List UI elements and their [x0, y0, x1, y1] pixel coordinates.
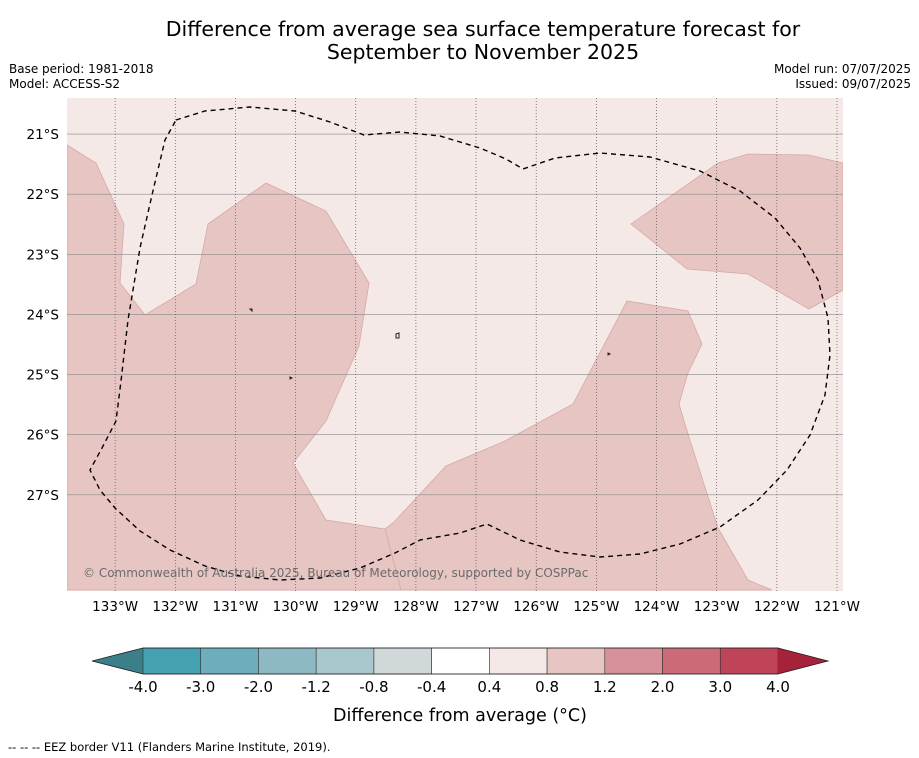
warm-anomaly-region-south: [384, 300, 773, 591]
longitude-label: 127°W: [453, 599, 499, 615]
colorbar-tick-label: 1.2: [593, 678, 617, 696]
longitude-label: 133°W: [92, 599, 138, 615]
colorbar-segment: [546, 647, 606, 675]
meta-right: Model run: 07/07/2025 Issued: 09/07/2025: [774, 62, 911, 92]
colorbar-segments: [142, 647, 779, 675]
longitude-label: 129°W: [333, 599, 379, 615]
colorbar-segment: [662, 647, 721, 675]
colorbar-segment: [200, 647, 259, 675]
colorbar-segment: [719, 647, 779, 675]
colorbar-tick-label: 3.0: [708, 678, 732, 696]
colorbar-underflow: [92, 648, 143, 674]
colorbar-tick-label: -2.0: [244, 678, 273, 696]
colorbar-tick-labels: -4.0 -3.0 -2.0 -1.2 -0.8 -0.4 0.4 0.8 1.2 2.0 3.0 4…: [128, 678, 790, 696]
longitude-label: 124°W: [634, 599, 680, 615]
anomaly-regions: [67, 144, 843, 591]
longitude-label: 121°W: [814, 599, 860, 615]
eez-border: [89, 106, 831, 581]
colorbar-tick-label: 0.8: [535, 678, 559, 696]
colorbar-tick-label: -4.0: [128, 678, 157, 696]
latitude-label: 24°S: [27, 307, 60, 323]
model-run: Model run: 07/07/2025: [773, 62, 911, 76]
longitude-label: 125°W: [573, 599, 619, 615]
colorbar-segment: [431, 647, 490, 675]
chart-title: Difference from average sea surface temp…: [165, 17, 801, 64]
longitude-label: 122°W: [754, 599, 800, 615]
colorbar-outline: [91, 647, 830, 675]
island-outline: [607, 352, 612, 356]
eez-legend-note: -- -- -- EEZ border V11 (Flanders Marine…: [8, 740, 331, 754]
longitude-label: 131°W: [212, 599, 258, 615]
colorbar-tick-label: -0.4: [417, 678, 446, 696]
longitude-labels: 133°W 132°W 131°W 130°W 129°W 128°W 127°W 126°W…: [92, 599, 860, 615]
colorbar-title: Difference from average (°C): [333, 706, 587, 726]
longitude-label: 126°W: [513, 599, 559, 615]
warm-anomaly-region-northeast: [630, 153, 843, 310]
longitude-label: 130°W: [273, 599, 319, 615]
colorbar-tick-label: -0.8: [359, 678, 388, 696]
colorbar-overflow: [778, 648, 828, 674]
latitude-labels: 21°S 22°S 23°S 24°S 25°S 26°S 27°S: [27, 127, 60, 504]
issued-date: Issued: 09/07/2025: [795, 77, 911, 91]
colorbar-tick-label: -1.2: [302, 678, 331, 696]
island-outline: [395, 332, 400, 339]
colorbar-tick-label: 0.4: [477, 678, 501, 696]
colorbar: -4.0 -3.0 -2.0 -1.2 -0.8 -0.4 0.4 0.8 1.2 2.0 3.0 4…: [91, 647, 830, 726]
meta-left: Base period: 1981-2018 Model: ACCESS-S2: [9, 62, 154, 92]
latitude-label: 25°S: [27, 368, 60, 384]
latitude-label: 21°S: [27, 127, 60, 143]
colorbar-segment: [315, 647, 375, 675]
colorbar-segment: [489, 647, 548, 675]
longitude-label: 132°W: [152, 599, 198, 615]
map-area: © Commonwealth of Australia 2025, Bureau…: [67, 98, 843, 591]
latitude-label: 26°S: [27, 428, 60, 444]
colorbar-segment: [373, 647, 432, 675]
model-name: Model: ACCESS-S2: [9, 77, 121, 91]
latitude-label: 27°S: [27, 488, 60, 504]
graticule: [67, 98, 843, 591]
latitude-label: 22°S: [27, 187, 60, 203]
colorbar-tick-label: -3.0: [186, 678, 215, 696]
base-period: Base period: 1981-2018: [9, 62, 154, 76]
colorbar-tick-label: 2.0: [651, 678, 675, 696]
colorbar-segment: [142, 647, 202, 675]
colorbar-segment: [258, 647, 317, 675]
latitude-label: 23°S: [27, 247, 60, 263]
longitude-label: 123°W: [694, 599, 740, 615]
copyright-text: © Commonwealth of Australia 2025, Bureau…: [83, 566, 588, 580]
colorbar-tick-label: 4.0: [766, 678, 790, 696]
island-outline: [289, 376, 294, 380]
island-outline: [248, 308, 253, 313]
longitude-label: 128°W: [393, 599, 439, 615]
colorbar-segment: [604, 647, 663, 675]
